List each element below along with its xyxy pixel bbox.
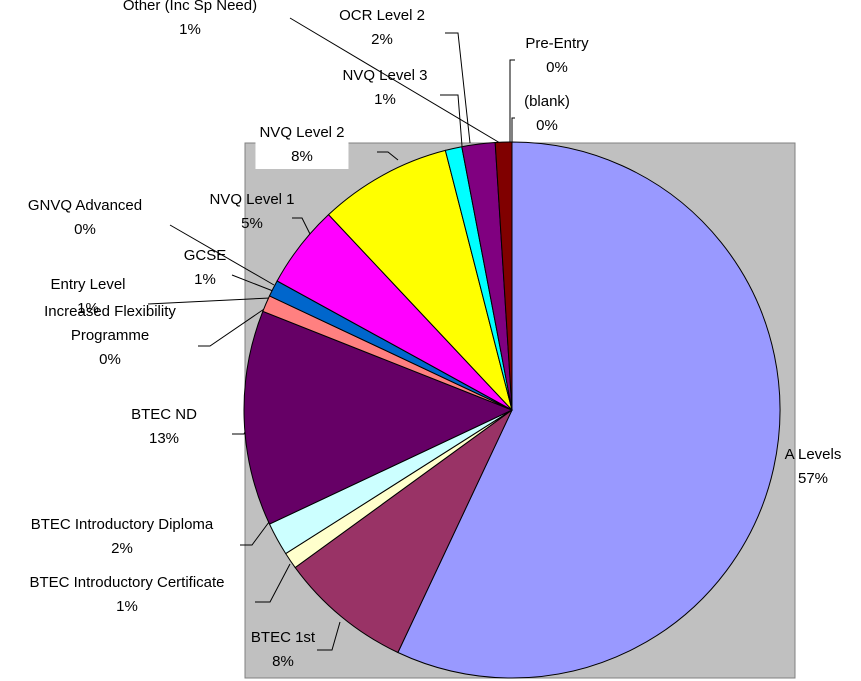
value-label: 0% <box>74 221 96 238</box>
value-label: 1% <box>77 300 99 317</box>
value-label: 2% <box>371 31 393 48</box>
leader-line <box>440 94 463 147</box>
slice-label: NVQ Level 2 8% <box>255 121 349 169</box>
slice-label: Increased Flexibility Programme 0% <box>25 300 195 372</box>
leader-line <box>231 274 274 292</box>
slice-label: NVQ Level 1 5% <box>209 188 294 236</box>
category-label: OCR Level 2 <box>339 7 425 24</box>
slice-label: NVQ Level 3 1% <box>342 64 427 112</box>
leader-line <box>240 517 273 546</box>
value-label: 13% <box>148 430 180 447</box>
leader-line <box>255 563 291 603</box>
category-label: NVQ Level 2 <box>259 124 345 141</box>
leader-line <box>509 59 515 143</box>
value-label: 0% <box>99 351 121 368</box>
category-label: NVQ Level 1 <box>209 191 295 208</box>
value-label: 1% <box>374 91 396 108</box>
slice-label: Other (Inc Sp Need) 1% <box>123 0 257 42</box>
leader-line <box>147 297 271 305</box>
slice-label: OCR Level 2 2% <box>339 4 425 52</box>
pie-slice <box>397 141 781 679</box>
leader-lines <box>147 17 515 651</box>
slice-label: BTEC Introductory Diploma 2% <box>31 513 214 561</box>
slice-label: GNVQ Advanced 0% <box>28 194 142 242</box>
leader-line <box>169 224 275 286</box>
pie-slice <box>243 310 514 525</box>
category-label: Pre-Entry <box>525 35 589 52</box>
category-label: (blank) <box>524 93 570 110</box>
slice-label: A Levels 57% <box>785 443 842 491</box>
leader-line <box>232 429 247 435</box>
leader-line <box>317 621 341 651</box>
value-label: 2% <box>111 540 133 557</box>
category-label: NVQ Level 3 <box>342 67 428 84</box>
slice-label: BTEC ND 13% <box>131 403 197 451</box>
slice-label: Entry Level 1% <box>50 273 125 321</box>
leader-line <box>445 32 471 144</box>
value-label: 1% <box>116 598 138 615</box>
slice-label: BTEC Introductory Certificate 1% <box>29 571 224 619</box>
category-label: GCSE <box>183 247 227 264</box>
category-label: GNVQ Advanced <box>27 197 143 214</box>
category-label: BTEC 1st <box>250 629 316 646</box>
category-label: BTEC Introductory Diploma <box>30 516 214 533</box>
value-label: 5% <box>241 215 263 232</box>
category-label: BTEC ND <box>131 406 197 423</box>
leader-line <box>289 17 501 144</box>
category-label: Increased Flexibility Programme <box>44 303 176 344</box>
value-label: 8% <box>291 148 313 165</box>
leader-line <box>198 304 271 347</box>
leader-line <box>292 217 313 239</box>
slice-label: (blank) 0% <box>524 90 570 138</box>
leader-line <box>511 117 515 143</box>
value-label: 1% <box>179 21 201 38</box>
category-label: Entry Level <box>50 276 126 293</box>
slice-label: BTEC 1st 8% <box>251 626 315 674</box>
category-label: A Levels <box>784 446 842 463</box>
category-label: Other (Inc Sp Need) <box>122 0 258 14</box>
pie-slice <box>294 409 513 654</box>
leader-line <box>377 151 399 161</box>
value-label: 0% <box>546 59 568 76</box>
value-label: 8% <box>272 653 294 670</box>
category-label: BTEC Introductory Certificate <box>29 574 225 591</box>
slice-label: Pre-Entry 0% <box>525 32 588 80</box>
value-label: 57% <box>797 470 829 487</box>
value-label: 1% <box>194 271 216 288</box>
slice-label: GCSE 1% <box>184 244 227 292</box>
value-label: 0% <box>536 117 558 134</box>
pie-slice <box>327 149 513 411</box>
